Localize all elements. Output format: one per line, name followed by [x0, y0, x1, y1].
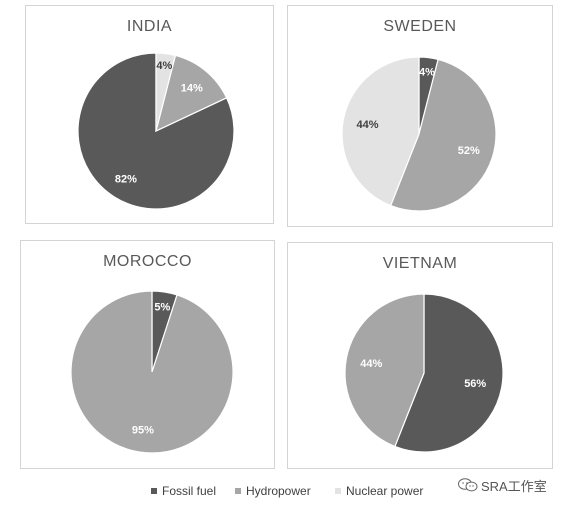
pie-slice-hydropower — [70, 290, 234, 454]
chart-sweden: SWEDEN 4% 52% 44% — [287, 5, 553, 227]
pie-vietnam: 56% 44% — [344, 293, 504, 453]
pie-india: 82% 14% 4% — [77, 52, 235, 210]
legend: Fossil fuel Hydropower Nuclear power — [0, 484, 568, 502]
chart-india: INDIA 82% 14% 4% — [25, 5, 274, 224]
pie-slice-hydropower — [389, 58, 497, 212]
legend-label: Fossil fuel — [162, 484, 217, 498]
legend-swatch-hydro — [235, 488, 241, 494]
pie-sweden: 4% 52% 44% — [341, 56, 497, 212]
chart-title: SWEDEN — [383, 18, 457, 35]
pie-slice-nuclear-power — [155, 52, 177, 132]
legend-swatch-fossil — [151, 488, 157, 494]
pie-slice-hydropower — [155, 54, 228, 133]
pie-slice-hydropower — [344, 293, 425, 448]
chart-morocco: MOROCCO 5% 95% — [20, 240, 275, 469]
chart-title: MOROCCO — [103, 253, 192, 270]
chart-title: INDIA — [126, 18, 173, 35]
legend-item-nuclear: Nuclear power — [335, 484, 423, 498]
data-label-hydropower: 14% — [181, 83, 203, 95]
legend-label: Hydropower — [246, 484, 311, 498]
watermark: SRA工作室 — [458, 475, 547, 495]
data-label-fossil-fuel: 5% — [154, 301, 170, 313]
data-label-fossil-fuel: 56% — [464, 378, 486, 390]
pie-morocco: 5% 95% — [70, 290, 234, 454]
data-label-fossil-fuel: 82% — [115, 173, 137, 185]
data-label-hydropower: 95% — [132, 425, 154, 437]
wechat-icon — [458, 478, 478, 492]
data-label-hydropower: 44% — [360, 358, 382, 370]
pie-slice-fossil-fuel — [394, 293, 504, 453]
data-label-hydropower: 52% — [458, 145, 480, 157]
watermark-text: SRA工作室 — [481, 478, 547, 494]
data-label-nuclear-power: 4% — [156, 60, 172, 72]
legend-swatch-nuclear — [335, 488, 341, 494]
chart-title: VIETNAM — [382, 255, 458, 272]
legend-item-hydro: Hydropower — [235, 484, 311, 498]
legend-item-fossil: Fossil fuel — [151, 484, 216, 498]
chart-vietnam: VIETNAM 56% 44% — [287, 242, 553, 469]
data-label-nuclear-power: 44% — [357, 119, 379, 131]
pie-slice-nuclear-power — [341, 56, 420, 207]
legend-label: Nuclear power — [346, 484, 424, 498]
data-label-fossil-fuel: 4% — [419, 66, 435, 78]
